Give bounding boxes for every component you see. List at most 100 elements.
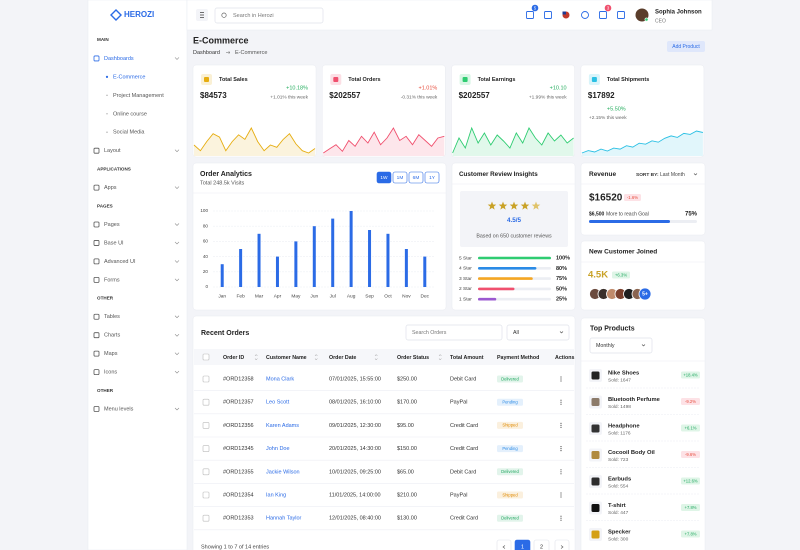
checkbox[interactable] xyxy=(202,398,210,406)
rating-star xyxy=(520,201,530,210)
nav-subitem[interactable]: Project Management xyxy=(113,93,164,99)
nav-chevron xyxy=(174,407,180,411)
review-track xyxy=(478,297,551,301)
checkbox[interactable] xyxy=(202,422,210,429)
sort-value[interactable]: Last Month xyxy=(660,172,685,178)
review-bar xyxy=(478,277,533,280)
bar xyxy=(404,249,408,287)
y-tick-label: 60 xyxy=(203,239,209,244)
sparkline xyxy=(581,130,704,154)
goal-text: More to reach Goal xyxy=(606,211,649,217)
stat-change: +1.01% xyxy=(418,85,437,91)
rating-box xyxy=(460,191,568,247)
range-tab-text: 1M xyxy=(397,175,404,181)
status-badge xyxy=(497,468,523,476)
order-date: 07/01/2025, 15:55:00 xyxy=(329,376,381,382)
header-icon[interactable] xyxy=(581,11,589,19)
checkbox[interactable] xyxy=(202,353,210,361)
products-filter[interactable] xyxy=(589,337,653,354)
column-header: Order ID xyxy=(223,355,244,361)
range-tab[interactable] xyxy=(408,171,424,184)
order-amount: $150.00 xyxy=(397,446,417,452)
page-button[interactable] xyxy=(533,539,550,550)
x-tick-label: Jul xyxy=(330,293,336,299)
nav-item[interactable]: Dashboards xyxy=(104,56,134,62)
rating-star xyxy=(509,201,519,210)
sparkline-area xyxy=(581,131,703,156)
checkbox[interactable] xyxy=(202,491,210,499)
checkbox[interactable] xyxy=(202,468,210,476)
range-tab[interactable] xyxy=(376,171,392,184)
nav-item[interactable]: Pages xyxy=(104,222,120,228)
nav-item[interactable]: Tables xyxy=(104,314,120,320)
checkbox[interactable] xyxy=(202,514,210,522)
nav-item[interactable]: Menu levels xyxy=(104,406,134,412)
customer-name[interactable]: John Doe xyxy=(266,446,290,452)
review-bar xyxy=(478,287,515,291)
order-date: 09/01/2025, 12:30:00 xyxy=(329,423,381,429)
x-tick-label: Aug xyxy=(347,293,356,299)
orders-card xyxy=(192,315,576,550)
page-prev[interactable] xyxy=(496,539,512,550)
nav-item[interactable]: Maps xyxy=(104,351,118,357)
stat-change: +5.50% xyxy=(607,106,626,112)
checkbox[interactable] xyxy=(202,375,210,383)
orders-filter[interactable] xyxy=(506,324,570,341)
header-icon[interactable] xyxy=(544,11,552,19)
header-icon[interactable] xyxy=(617,11,625,19)
nav-item[interactable]: Icons xyxy=(104,370,117,376)
range-tab[interactable] xyxy=(392,171,408,184)
header-icon[interactable] xyxy=(599,11,607,19)
product-image xyxy=(591,371,600,380)
customer-name[interactable]: Jackie Wilson xyxy=(266,469,300,475)
review-row-value: 80% xyxy=(556,266,567,272)
customer-name[interactable]: Ian King xyxy=(266,492,286,498)
nav-item[interactable]: Charts xyxy=(104,333,120,339)
nav-subitem[interactable]: Social Media xyxy=(113,130,145,136)
badge-text: 5 xyxy=(534,5,537,10)
bar xyxy=(368,230,372,287)
status-text: Delivered xyxy=(501,469,519,474)
customer-name[interactable]: Mona Clark xyxy=(266,376,294,382)
page-button[interactable] xyxy=(514,539,531,550)
page-next[interactable] xyxy=(554,539,570,550)
change-badge-text: +12.6% xyxy=(683,478,698,483)
stat-label: Total Orders xyxy=(348,77,380,83)
product-name: Nike Shoes xyxy=(608,371,639,377)
status-text: Pending xyxy=(502,400,518,405)
card-title: Revenue xyxy=(589,171,616,178)
action-dot xyxy=(560,426,562,428)
review-row-value: 50% xyxy=(556,286,567,292)
sparkline xyxy=(323,127,445,154)
product-sold: Sold: 1647 xyxy=(608,377,631,383)
stat-icon xyxy=(462,77,468,82)
column-header: Order Date xyxy=(329,355,356,361)
status-badge xyxy=(497,491,523,499)
nav-item[interactable]: Apps xyxy=(104,185,117,191)
add-button[interactable] xyxy=(667,41,705,52)
review-row-value: 100% xyxy=(556,255,570,261)
header-icon[interactable] xyxy=(526,11,534,19)
search-box[interactable] xyxy=(214,7,324,24)
change-badge-text: +7.8% xyxy=(685,505,697,510)
nav-item[interactable]: Advanced UI xyxy=(104,259,136,265)
change-badge xyxy=(612,271,630,279)
action-dot xyxy=(560,380,562,382)
customer-name[interactable]: Leo Scott xyxy=(266,400,290,406)
nav-subitem[interactable]: E-Commerce xyxy=(113,74,145,80)
nav-icon xyxy=(93,369,100,376)
orders-search[interactable] xyxy=(405,324,503,341)
card-title: Top Products xyxy=(590,325,635,332)
page-number: 2 xyxy=(540,544,543,550)
nav-item[interactable]: Base UI xyxy=(104,240,124,246)
range-tab[interactable] xyxy=(424,171,440,184)
nav-subitem[interactable]: Online course xyxy=(113,111,147,117)
nav-item[interactable]: Layout xyxy=(104,148,121,154)
checkbox[interactable] xyxy=(202,445,210,452)
action-dot xyxy=(560,376,562,378)
nav-item[interactable]: Forms xyxy=(104,277,120,283)
bar xyxy=(423,256,427,287)
customer-name[interactable]: Hannah Taylor xyxy=(266,516,302,522)
customer-name[interactable]: Karen Adams xyxy=(266,423,299,429)
stat-label: Total Earnings xyxy=(478,77,516,83)
